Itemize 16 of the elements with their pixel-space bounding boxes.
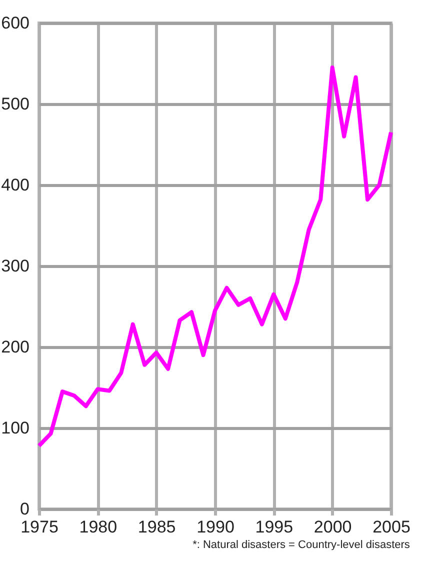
- x-tick-label: 1980: [79, 518, 118, 536]
- y-tick-label: 600: [1, 14, 30, 32]
- y-tick-label: 500: [1, 94, 30, 114]
- x-tick-label: 1985: [138, 518, 176, 536]
- y-tick-label: 400: [1, 176, 30, 194]
- y-tick-label: 0: [20, 500, 30, 518]
- text: *: Natural disasters = Country-level disasters: [192, 539, 410, 551]
- x-tick-label: 1990: [196, 518, 234, 536]
- x-tick-label: 2000: [314, 518, 352, 536]
- line-series: [37, 66, 393, 448]
- y-tick-label: 300: [1, 256, 30, 276]
- x-tick-label: 1975: [20, 518, 58, 536]
- x-tick-label: 1995: [255, 518, 294, 536]
- x-tick-label: 2005: [372, 518, 410, 536]
- y-tick-label: 100: [1, 418, 30, 438]
- y-tick-label: 200: [1, 338, 30, 356]
